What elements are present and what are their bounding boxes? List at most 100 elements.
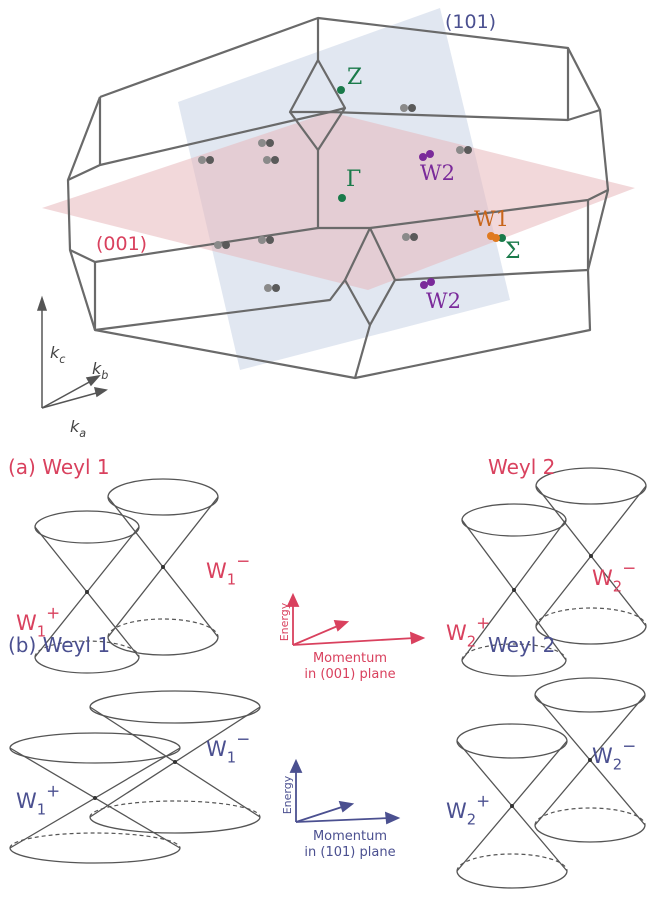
label-sub: 2 — [467, 633, 476, 650]
point — [222, 241, 230, 249]
cone-bottom-back — [107, 618, 219, 638]
label: W2+ — [446, 790, 490, 828]
label-base: W — [206, 559, 227, 583]
weyl-node — [173, 760, 177, 764]
label-sup: − — [622, 557, 636, 577]
energy-axes-b — [289, 758, 401, 825]
label: (101) — [445, 11, 496, 33]
cone-top — [535, 467, 647, 505]
label: (a) Weyl 1 — [8, 455, 110, 479]
cone-bottom-back — [89, 800, 261, 818]
point — [198, 156, 206, 164]
weyl-cones — [9, 467, 647, 889]
plane-001 — [42, 112, 635, 290]
cone-top — [89, 690, 261, 724]
point — [214, 241, 222, 249]
label-sub: 2 — [613, 578, 622, 595]
label: W2− — [592, 557, 636, 595]
cone-bottom-back — [9, 832, 181, 849]
label: W2− — [592, 735, 636, 773]
label: (001) — [96, 233, 147, 255]
label-sub: b — [101, 369, 108, 382]
cone-bottom — [34, 656, 140, 674]
point — [464, 146, 472, 154]
cone-top — [456, 723, 568, 759]
k-axes — [36, 295, 108, 409]
weyl-node — [588, 758, 592, 762]
point — [456, 146, 464, 154]
label-sup: + — [476, 790, 490, 810]
label: Momentum — [313, 829, 387, 844]
energy-axes-a — [286, 592, 426, 646]
cone-bottom-back — [461, 643, 567, 661]
label: W1− — [206, 728, 250, 766]
high-symmetry-points — [198, 86, 506, 292]
point — [498, 234, 506, 242]
point — [338, 194, 346, 202]
point — [258, 236, 266, 244]
label: (b) Weyl 1 — [8, 633, 110, 657]
cone-bottom — [9, 847, 181, 864]
label-base: k — [92, 359, 102, 378]
label: kc — [50, 343, 65, 366]
point — [400, 104, 408, 112]
label-sup: − — [236, 550, 250, 570]
label: in (001) plane — [304, 667, 395, 682]
cone-bottom — [534, 824, 646, 843]
label-base: W — [16, 789, 37, 813]
label: W1− — [206, 550, 250, 588]
label-sup: + — [476, 612, 490, 632]
label-base: W — [592, 744, 613, 768]
cone-bottom — [461, 659, 567, 677]
point — [272, 284, 280, 292]
label-base: W — [16, 611, 37, 635]
point — [426, 150, 434, 158]
label-sub: a — [79, 427, 86, 440]
label: Weyl 2 — [488, 455, 555, 479]
cone-bottom — [456, 870, 568, 889]
point — [419, 153, 427, 161]
point — [408, 104, 416, 112]
point — [492, 234, 500, 242]
label: Weyl 2 — [488, 633, 555, 657]
label-sub: 2 — [467, 811, 476, 828]
label-sup: − — [236, 728, 250, 748]
label-sub: 2 — [613, 756, 622, 773]
label-base: W — [592, 566, 613, 590]
label-sub: 1 — [37, 801, 46, 818]
weyl-node — [510, 804, 514, 808]
label-sup: + — [46, 602, 60, 622]
point — [263, 156, 271, 164]
label: W2+ — [446, 612, 490, 650]
label: in (101) plane — [304, 845, 395, 860]
label-base: W — [446, 621, 467, 645]
label: W2 — [420, 161, 455, 185]
label: Γ — [346, 167, 361, 192]
point — [402, 233, 410, 241]
point — [258, 139, 266, 147]
cone-bottom-back — [535, 607, 647, 627]
cone-top — [461, 503, 567, 537]
label: Z — [347, 65, 362, 90]
label-sub: 1 — [227, 571, 236, 588]
cone-bottom-back — [34, 640, 140, 658]
point — [264, 284, 272, 292]
label-base: k — [70, 417, 80, 436]
point — [427, 278, 435, 286]
cone-bottom — [107, 636, 219, 656]
point — [271, 156, 279, 164]
cone-top — [107, 478, 219, 516]
cone-bottom — [535, 625, 647, 645]
label-sup: + — [46, 780, 60, 800]
label: W1+ — [16, 780, 60, 818]
label: Energy — [281, 775, 294, 814]
cone-top — [9, 732, 181, 764]
brillouin-zone — [66, 16, 610, 380]
point — [410, 233, 418, 241]
cone-bottom-back — [534, 807, 646, 826]
cone-bottom — [89, 816, 261, 834]
point — [337, 86, 345, 94]
cone-top — [34, 510, 140, 544]
label: Σ — [505, 239, 521, 264]
